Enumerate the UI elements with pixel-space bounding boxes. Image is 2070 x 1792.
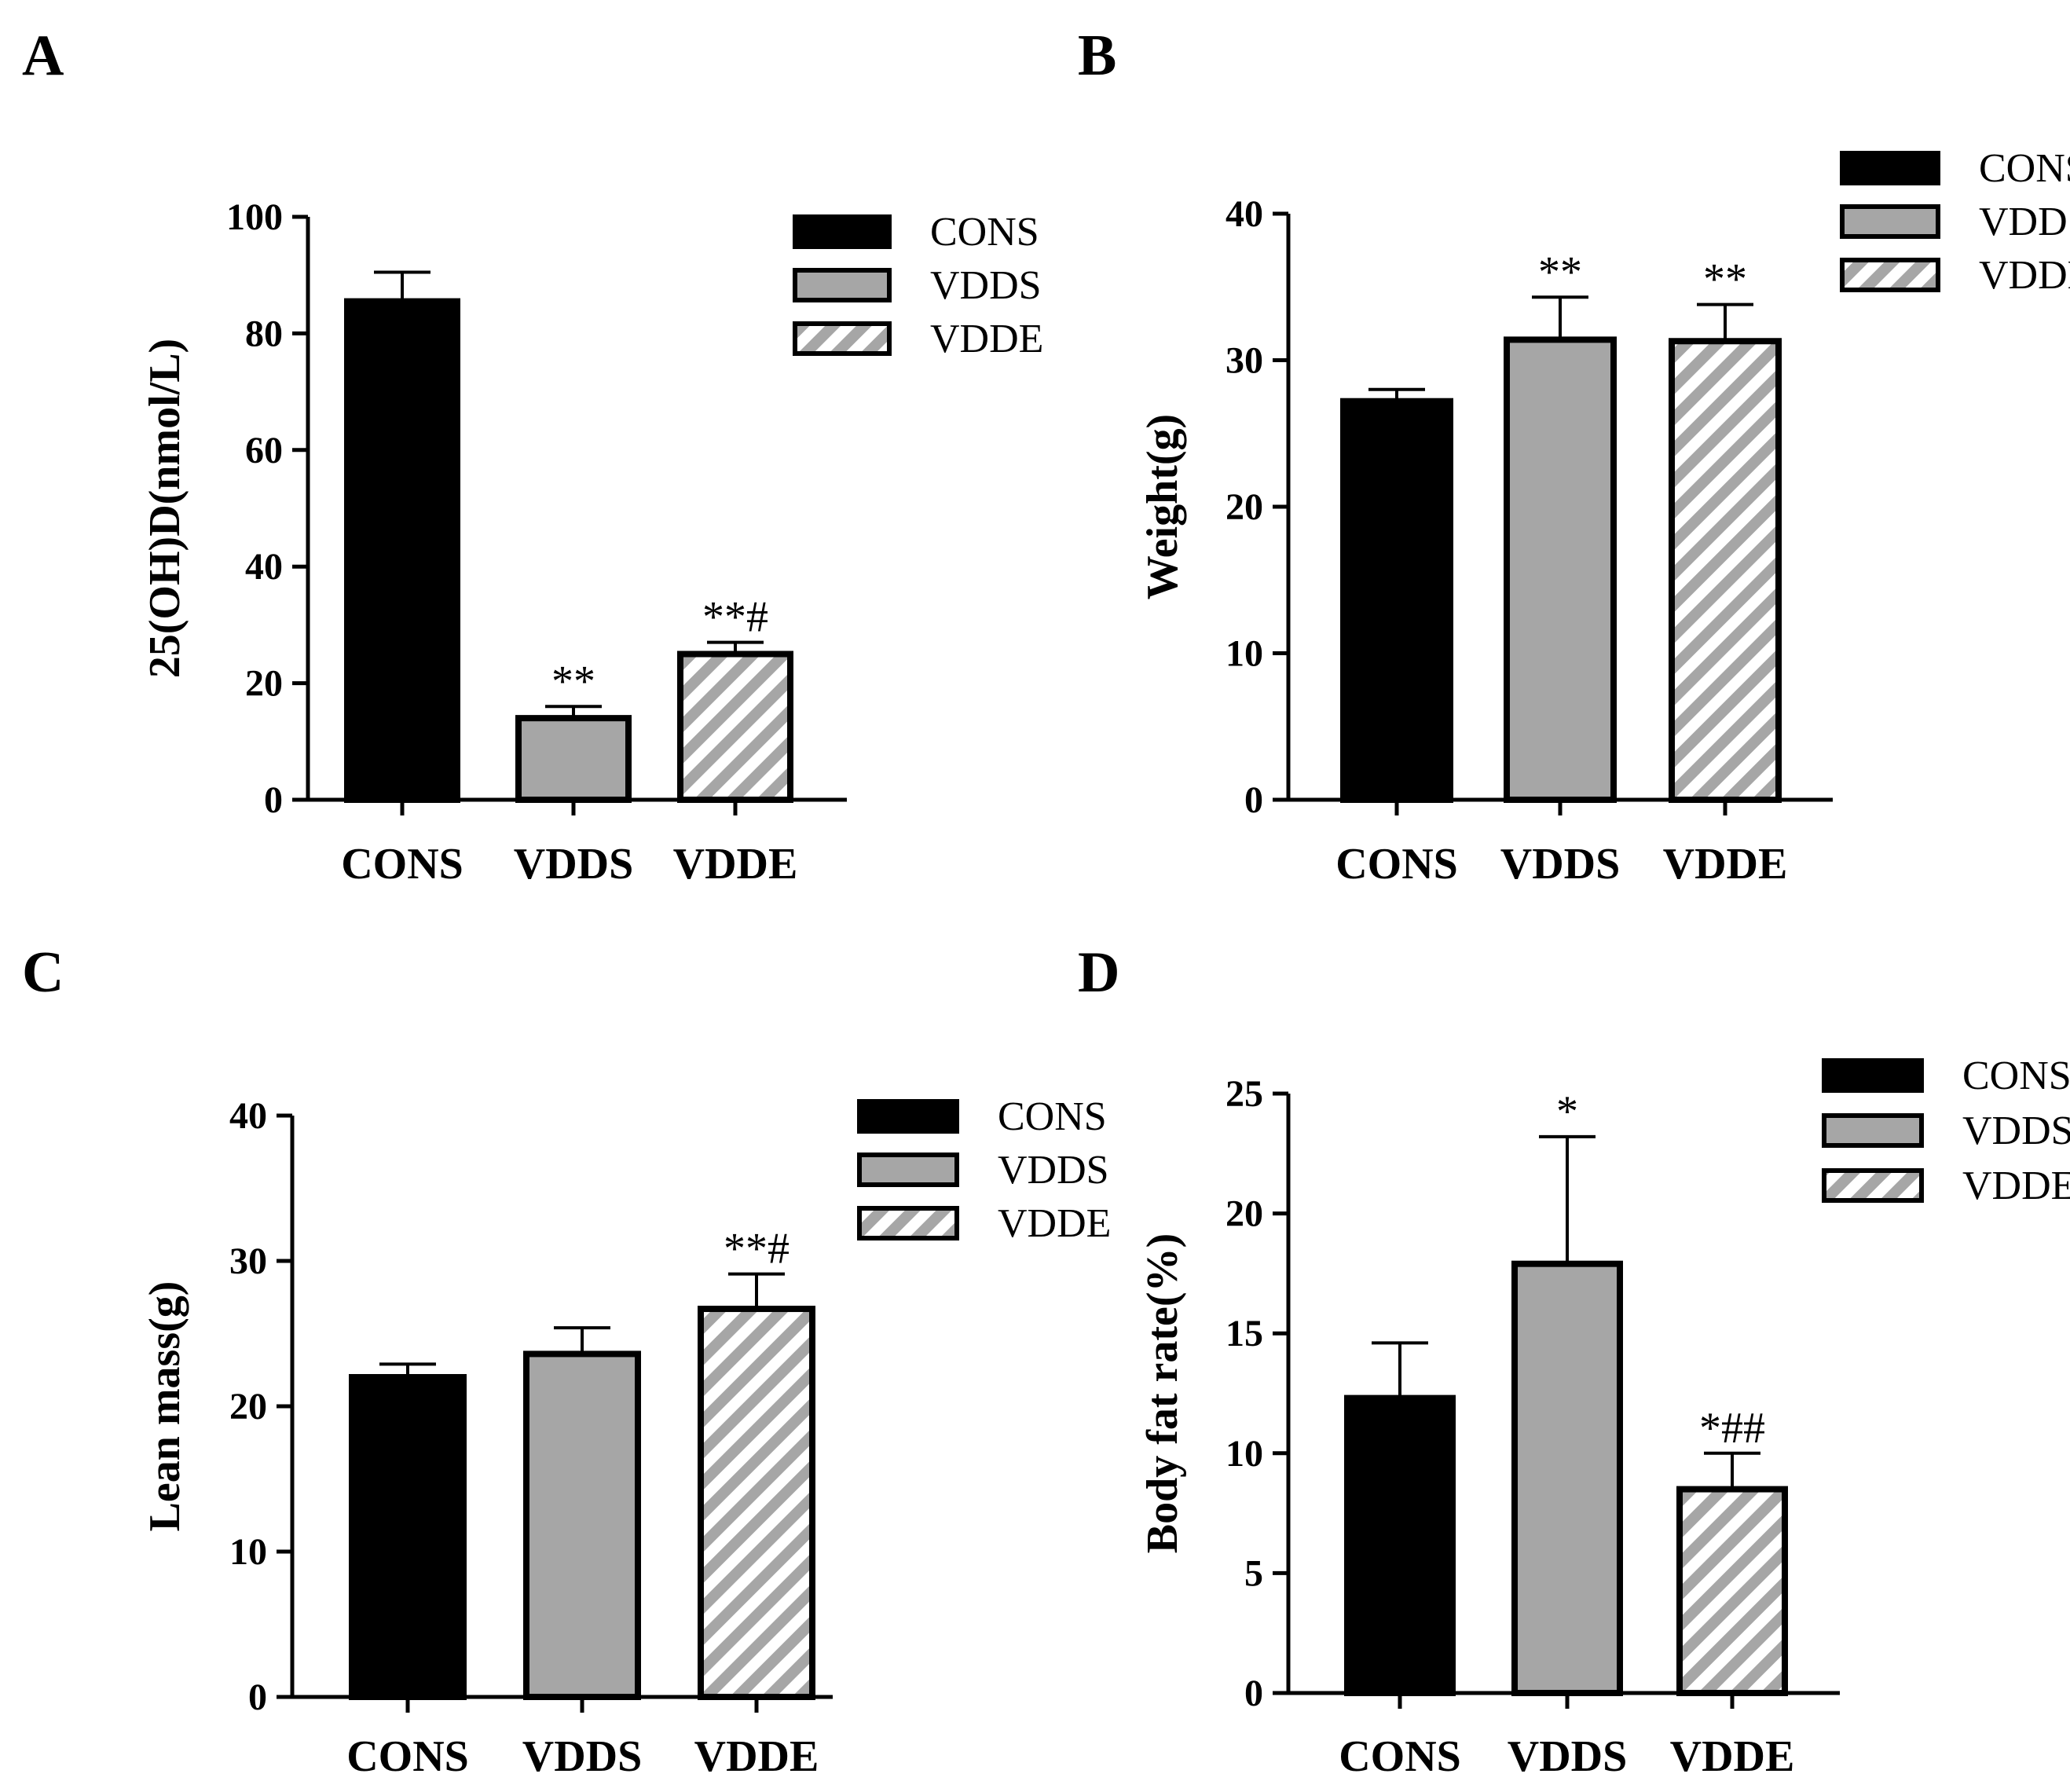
x-category-label: VDDS — [522, 1732, 642, 1781]
y-tick-label: 100 — [226, 196, 283, 238]
panel-letter: B — [1078, 24, 1116, 88]
y-tick-label: 40 — [245, 546, 283, 588]
x-category-label: VDDE — [1663, 840, 1788, 889]
y-axis-label: Weight(g) — [1138, 414, 1187, 599]
significance-label: *## — [1699, 1404, 1765, 1453]
significance-label: ** — [1703, 255, 1747, 304]
x-category-label: CONS — [346, 1732, 469, 1781]
bar-vdds — [515, 715, 632, 803]
y-tick-label: 30 — [1226, 340, 1263, 382]
legend-label: CONS — [930, 210, 1039, 255]
y-tick-label: 0 — [1244, 779, 1263, 821]
bar-vdde — [1676, 1486, 1788, 1696]
panel-d: D 0 5 10 15 20 25 Body fat rate(%) CONS VDDS * VDDE… — [1078, 940, 2070, 1781]
bar-cons — [1344, 1394, 1456, 1696]
panel-a: A 0 20 40 60 80 100 25(OH)D(nmol/L) CONS VDDS ** VD… — [22, 24, 1043, 889]
legend-swatch-icon — [1822, 1168, 1924, 1203]
legend: CONS VDDS VDDE — [857, 1094, 1111, 1246]
legend-label: VDDS — [1962, 1109, 2070, 1153]
y-tick-label: 20 — [229, 1386, 267, 1427]
panel-c: C 0 10 20 30 40 Lean mass(g) CONS VDDS VDDE **# CON… — [22, 940, 1111, 1781]
y-tick-label: 20 — [1226, 486, 1263, 528]
legend: CONS VDDS VDDE — [793, 210, 1043, 361]
bar-vdde — [677, 650, 793, 803]
legend: CONS VDDS VDDE — [1840, 146, 2070, 298]
legend-swatch-icon — [857, 1153, 959, 1187]
legend-swatch-icon — [793, 321, 892, 356]
legend-label: VDDE — [1962, 1164, 2070, 1208]
legend-swatch-icon — [1840, 204, 1940, 239]
y-tick-label: 40 — [229, 1095, 267, 1137]
y-tick-label: 10 — [1226, 633, 1263, 675]
bar-cons — [1340, 398, 1453, 803]
x-category-label: VDDE — [673, 840, 798, 889]
y-tick-label: 5 — [1244, 1552, 1263, 1594]
y-axis-label: 25(OH)D(nmol/L) — [141, 339, 189, 678]
y-tick-label: 10 — [229, 1531, 267, 1573]
y-tick-label: 10 — [1226, 1433, 1263, 1475]
legend-label: VDDS — [1979, 200, 2070, 244]
legend-label: VDDE — [1979, 253, 2070, 298]
y-tick-label: 40 — [1226, 193, 1263, 235]
panel-letter: A — [22, 24, 64, 88]
legend-swatch-icon — [1840, 258, 1940, 292]
significance-label: ** — [551, 657, 595, 705]
y-tick-label: 15 — [1226, 1313, 1263, 1354]
legend-label: VDDS — [930, 263, 1042, 308]
significance-label: * — [1556, 1087, 1578, 1136]
panel-letter: D — [1078, 940, 1119, 1005]
x-category-label: VDDS — [514, 840, 633, 889]
panel-b: B 0 10 20 30 40 Weight(g) CONS VDDS ** VDDE ** CONS V… — [1078, 24, 2070, 889]
bar-vdde — [1669, 338, 1782, 803]
x-category-label: CONS — [1339, 1732, 1461, 1781]
legend-label: VDDS — [998, 1148, 1109, 1193]
bar-vdde — [698, 1306, 815, 1701]
legend: CONS VDDS VDDE — [1822, 1054, 2070, 1208]
y-tick-label: 60 — [245, 430, 283, 471]
bar-cons — [349, 1374, 467, 1700]
y-tick-label: 80 — [245, 313, 283, 354]
bar-vdds — [1504, 336, 1617, 803]
legend-label: CONS — [1962, 1054, 2070, 1098]
significance-label: **# — [702, 593, 768, 642]
x-category-label: VDDE — [694, 1732, 819, 1781]
significance-label: **# — [724, 1225, 790, 1273]
panel-letter: C — [22, 940, 64, 1005]
legend-swatch-icon — [1822, 1113, 1924, 1148]
legend-swatch-icon — [1840, 151, 1940, 185]
bar-vdds — [523, 1350, 641, 1701]
x-category-label: CONS — [341, 840, 463, 889]
legend-swatch-icon — [1822, 1058, 1924, 1093]
y-axis-label: Body fat rate(%) — [1138, 1233, 1187, 1553]
x-category-label: VDDE — [1670, 1732, 1795, 1781]
legend-swatch-icon — [793, 268, 892, 302]
y-tick-label: 30 — [229, 1240, 267, 1282]
significance-label: ** — [1538, 247, 1582, 296]
legend-swatch-icon — [793, 214, 892, 249]
y-axis-label: Lean mass(g) — [141, 1281, 189, 1532]
legend-label: CONS — [1979, 146, 2070, 191]
y-tick-label: 20 — [245, 663, 283, 705]
legend-label: CONS — [998, 1094, 1107, 1139]
legend-swatch-icon — [857, 1206, 959, 1240]
legend-swatch-icon — [857, 1099, 959, 1134]
legend-label: VDDE — [998, 1201, 1111, 1246]
x-category-label: VDDS — [1500, 840, 1620, 889]
legend-label: VDDE — [930, 317, 1043, 361]
y-tick-label: 0 — [1244, 1673, 1263, 1714]
bar-cons — [344, 298, 460, 803]
x-category-label: VDDS — [1508, 1732, 1627, 1781]
y-tick-label: 0 — [248, 1677, 267, 1718]
y-tick-label: 25 — [1226, 1073, 1263, 1115]
y-tick-label: 0 — [264, 779, 283, 821]
y-tick-label: 20 — [1226, 1193, 1263, 1235]
x-category-label: CONS — [1335, 840, 1458, 889]
bar-vdds — [1511, 1260, 1623, 1696]
